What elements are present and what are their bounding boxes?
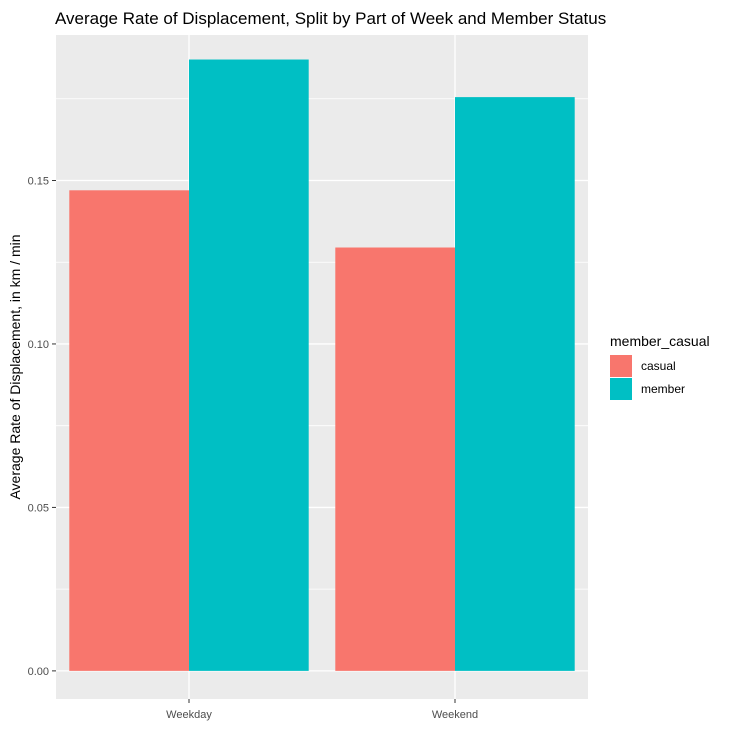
y-axis: 0.00 0.05 0.10 0.15 [28,175,56,678]
legend-label-casual: casual [641,359,676,373]
y-tick-label: 0.10 [28,339,49,351]
legend-swatch-casual [610,355,632,377]
y-tick-label: 0.00 [28,666,49,678]
legend-title: member_casual [610,333,710,349]
y-tick-label: 0.05 [28,502,49,514]
y-tick-label: 0.15 [28,175,49,187]
bar-member-weekend [455,97,575,671]
legend: member_casual casual member [610,333,710,400]
x-tick-label: Weekday [166,709,212,721]
x-tick-label: Weekend [432,709,478,721]
bar-casual-weekend [335,247,455,671]
chart-title: Average Rate of Displacement, Split by P… [55,9,606,28]
x-axis: Weekday Weekend [166,699,478,721]
legend-items: casual member [610,355,685,400]
legend-label-member: member [641,382,685,396]
legend-swatch-member [610,378,632,400]
bar-casual-weekday [69,190,189,671]
bar-series [69,59,575,671]
bar-member-weekday [189,59,309,671]
y-axis-title: Average Rate of Displacement, in km / mi… [7,234,23,499]
